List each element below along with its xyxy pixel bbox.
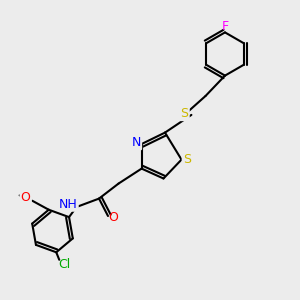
Text: S: S bbox=[183, 153, 191, 166]
Text: O: O bbox=[21, 191, 31, 204]
Text: NH: NH bbox=[59, 197, 77, 211]
Text: F: F bbox=[221, 20, 229, 34]
Text: Cl: Cl bbox=[58, 258, 71, 271]
Text: N: N bbox=[131, 136, 141, 149]
Text: S: S bbox=[181, 107, 188, 120]
Text: O: O bbox=[109, 211, 118, 224]
